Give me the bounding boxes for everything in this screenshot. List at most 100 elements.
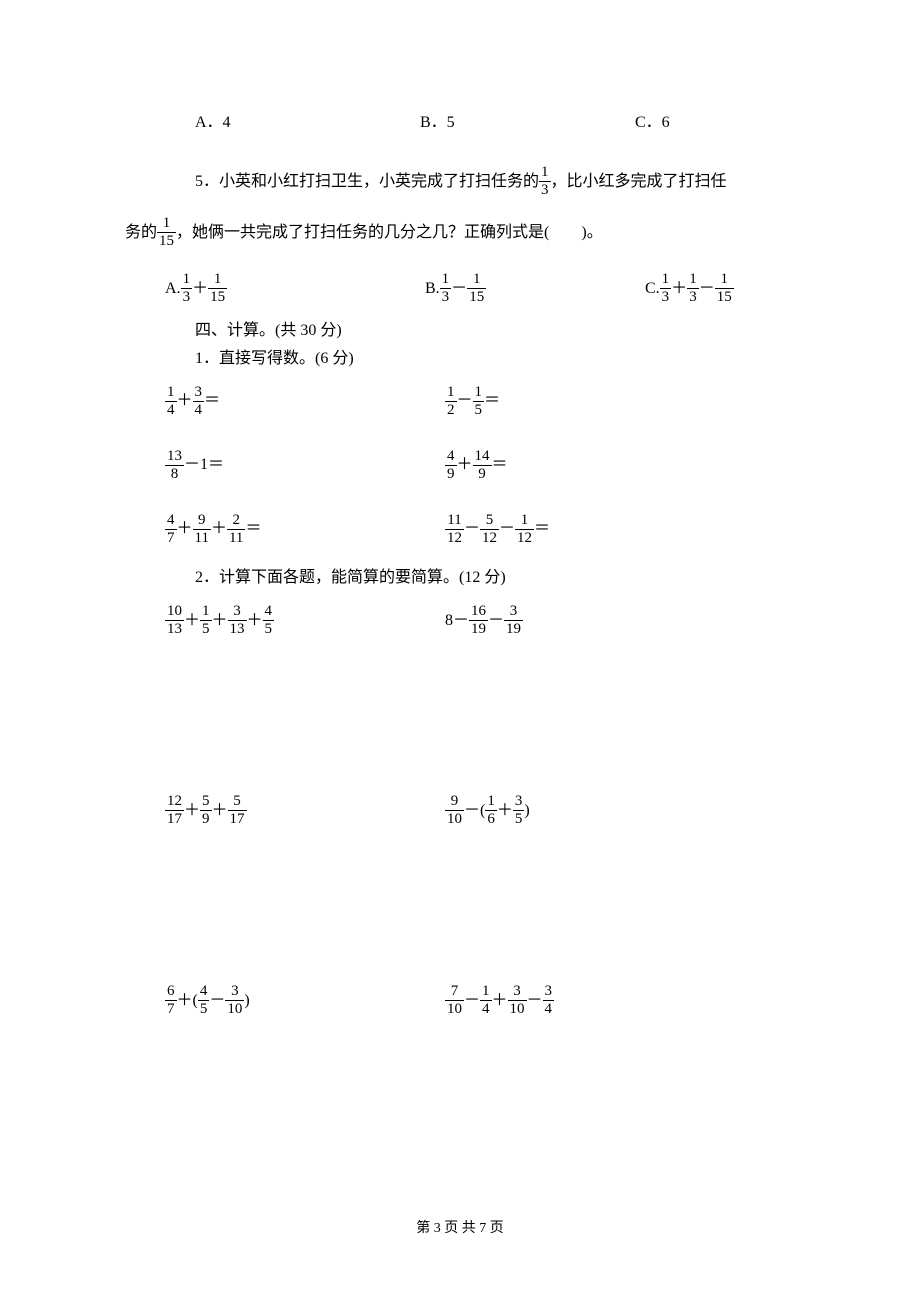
op: ＋	[492, 988, 508, 1014]
close: )	[244, 988, 249, 1014]
q4-option-b: B．5	[420, 110, 635, 136]
op: ＋	[211, 516, 227, 542]
frac: 310	[508, 983, 527, 1019]
frac: 45	[198, 983, 210, 1019]
opt-label: B.	[425, 276, 440, 302]
expr-r2c2: 49 ＋ 149 ＝	[445, 445, 725, 485]
eq: ＝	[208, 452, 224, 478]
op: －	[184, 452, 200, 478]
section4-sub1: 1．直接写得数。(6 分)	[195, 346, 790, 372]
q5-option-b: B. 13 － 115	[425, 271, 645, 307]
frac: 47	[165, 512, 177, 548]
q5-number: 5	[195, 169, 203, 195]
frac: 34	[193, 384, 205, 420]
eq: ＝	[534, 516, 550, 542]
q5-line2c: )。	[581, 220, 602, 246]
frac: 1619	[469, 603, 488, 639]
frac: 16	[485, 793, 497, 829]
op: －(	[464, 798, 485, 824]
frac: 34	[543, 983, 555, 1019]
expr-p2c1: 1217 ＋ 59 ＋ 517	[165, 791, 445, 831]
frac: 15	[200, 603, 212, 639]
frac: 13	[440, 271, 452, 307]
close: )	[524, 798, 529, 824]
frac: 112	[515, 512, 534, 548]
section4-sub2: 2．计算下面各题，能简算的要简算。(12 分)	[195, 565, 790, 591]
frac: 313	[228, 603, 247, 639]
page-footer: 第 3 页 共 7 页	[0, 1217, 920, 1237]
frac: 14	[480, 983, 492, 1019]
frac-num: 1	[157, 215, 176, 232]
op: －	[527, 988, 543, 1014]
frac: 910	[445, 793, 464, 829]
op: －	[464, 988, 480, 1014]
q5-line2: 务的 1 15 ，她俩一共完成了打扫任务的几分之几？正确列式是( )。	[125, 215, 790, 251]
frac: 35	[513, 793, 525, 829]
frac: 12	[445, 384, 457, 420]
q5-dot: ．	[203, 169, 219, 195]
opt-label: A.	[165, 276, 181, 302]
frac: 59	[200, 793, 212, 829]
op: －	[464, 516, 480, 542]
op: －	[457, 388, 473, 414]
frac-num: 1	[539, 164, 551, 181]
q4-option-a: A．4	[195, 110, 420, 136]
frac: 14	[165, 384, 177, 420]
frac: 138	[165, 448, 184, 484]
section4-title: 四、计算。(共 30 分)	[195, 318, 790, 344]
frac: 211	[227, 512, 245, 548]
frac: 67	[165, 983, 177, 1019]
eq: ＝	[484, 388, 500, 414]
q5-frac2: 1 15	[157, 215, 176, 251]
eq: ＝	[245, 516, 261, 542]
frac: 911	[193, 512, 211, 548]
op: －	[499, 516, 515, 542]
page-content: A．4 B．5 C．6 5 ． 小英和小红打扫卫生，小英完成了打扫任务的 1 3…	[0, 0, 920, 1021]
op: －	[451, 276, 467, 302]
q5-frac1: 1 3	[539, 164, 551, 200]
frac: 115	[208, 271, 227, 307]
frac: 710	[445, 983, 464, 1019]
frac: 319	[504, 603, 523, 639]
q5-line2b: ，她俩一共完成了打扫任务的几分之几？正确列式是(	[176, 220, 549, 246]
expr-r1c2: 12 － 15 ＝	[445, 381, 725, 421]
frac: 1013	[165, 603, 184, 639]
q5-option-a: A. 13 ＋ 115	[165, 271, 425, 307]
frac: 512	[480, 512, 499, 548]
expr-r2c1: 138 － 1 ＝	[165, 445, 445, 485]
expr-p1c1: 1013 ＋ 15 ＋ 313 ＋ 45	[165, 601, 445, 641]
op: ＋	[177, 516, 193, 542]
q5-options: A. 13 ＋ 115 B. 13 － 115 C. 13 ＋ 13 － 115	[165, 271, 790, 307]
expr-p1c2: 8 － 1619 － 319	[445, 601, 725, 641]
q5-text-post1: ，比小红多完成了打扫任	[551, 169, 727, 195]
frac: 13	[660, 271, 672, 307]
q5-line2a: 务的	[125, 220, 157, 246]
op: ＋	[247, 608, 263, 634]
op: ＋	[184, 798, 200, 824]
expr-p3c1: 67 ＋( 45 － 310 )	[165, 981, 445, 1021]
frac: 115	[467, 271, 486, 307]
op: ＋	[212, 608, 228, 634]
op: ＋	[184, 608, 200, 634]
q5-option-c: C. 13 ＋ 13 － 115	[645, 271, 734, 307]
calc-grid-2: 1013 ＋ 15 ＋ 313 ＋ 45 8 － 1619 － 319 1217…	[165, 601, 790, 1021]
q5-text-pre: 小英和小红打扫卫生，小英完成了打扫任务的	[219, 169, 539, 195]
frac: 13	[181, 271, 193, 307]
op: －	[699, 276, 715, 302]
frac: 45	[263, 603, 275, 639]
frac-den: 3	[539, 181, 551, 199]
q5-blank	[549, 220, 581, 246]
op: ＋	[212, 798, 228, 824]
frac: 1112	[445, 512, 464, 548]
expr-r3c1: 47 ＋ 911 ＋ 211 ＝	[165, 509, 445, 549]
frac: 115	[715, 271, 734, 307]
op: ＋	[192, 276, 208, 302]
expr-p2c2: 910 －( 16 ＋ 35 )	[445, 791, 725, 831]
op: －	[488, 608, 504, 634]
frac: 13	[687, 271, 699, 307]
eq: ＝	[492, 452, 508, 478]
frac: 310	[225, 983, 244, 1019]
expr-r1c1: 14 ＋ 34 ＝	[165, 381, 445, 421]
op: －	[453, 608, 469, 634]
frac: 49	[445, 448, 457, 484]
